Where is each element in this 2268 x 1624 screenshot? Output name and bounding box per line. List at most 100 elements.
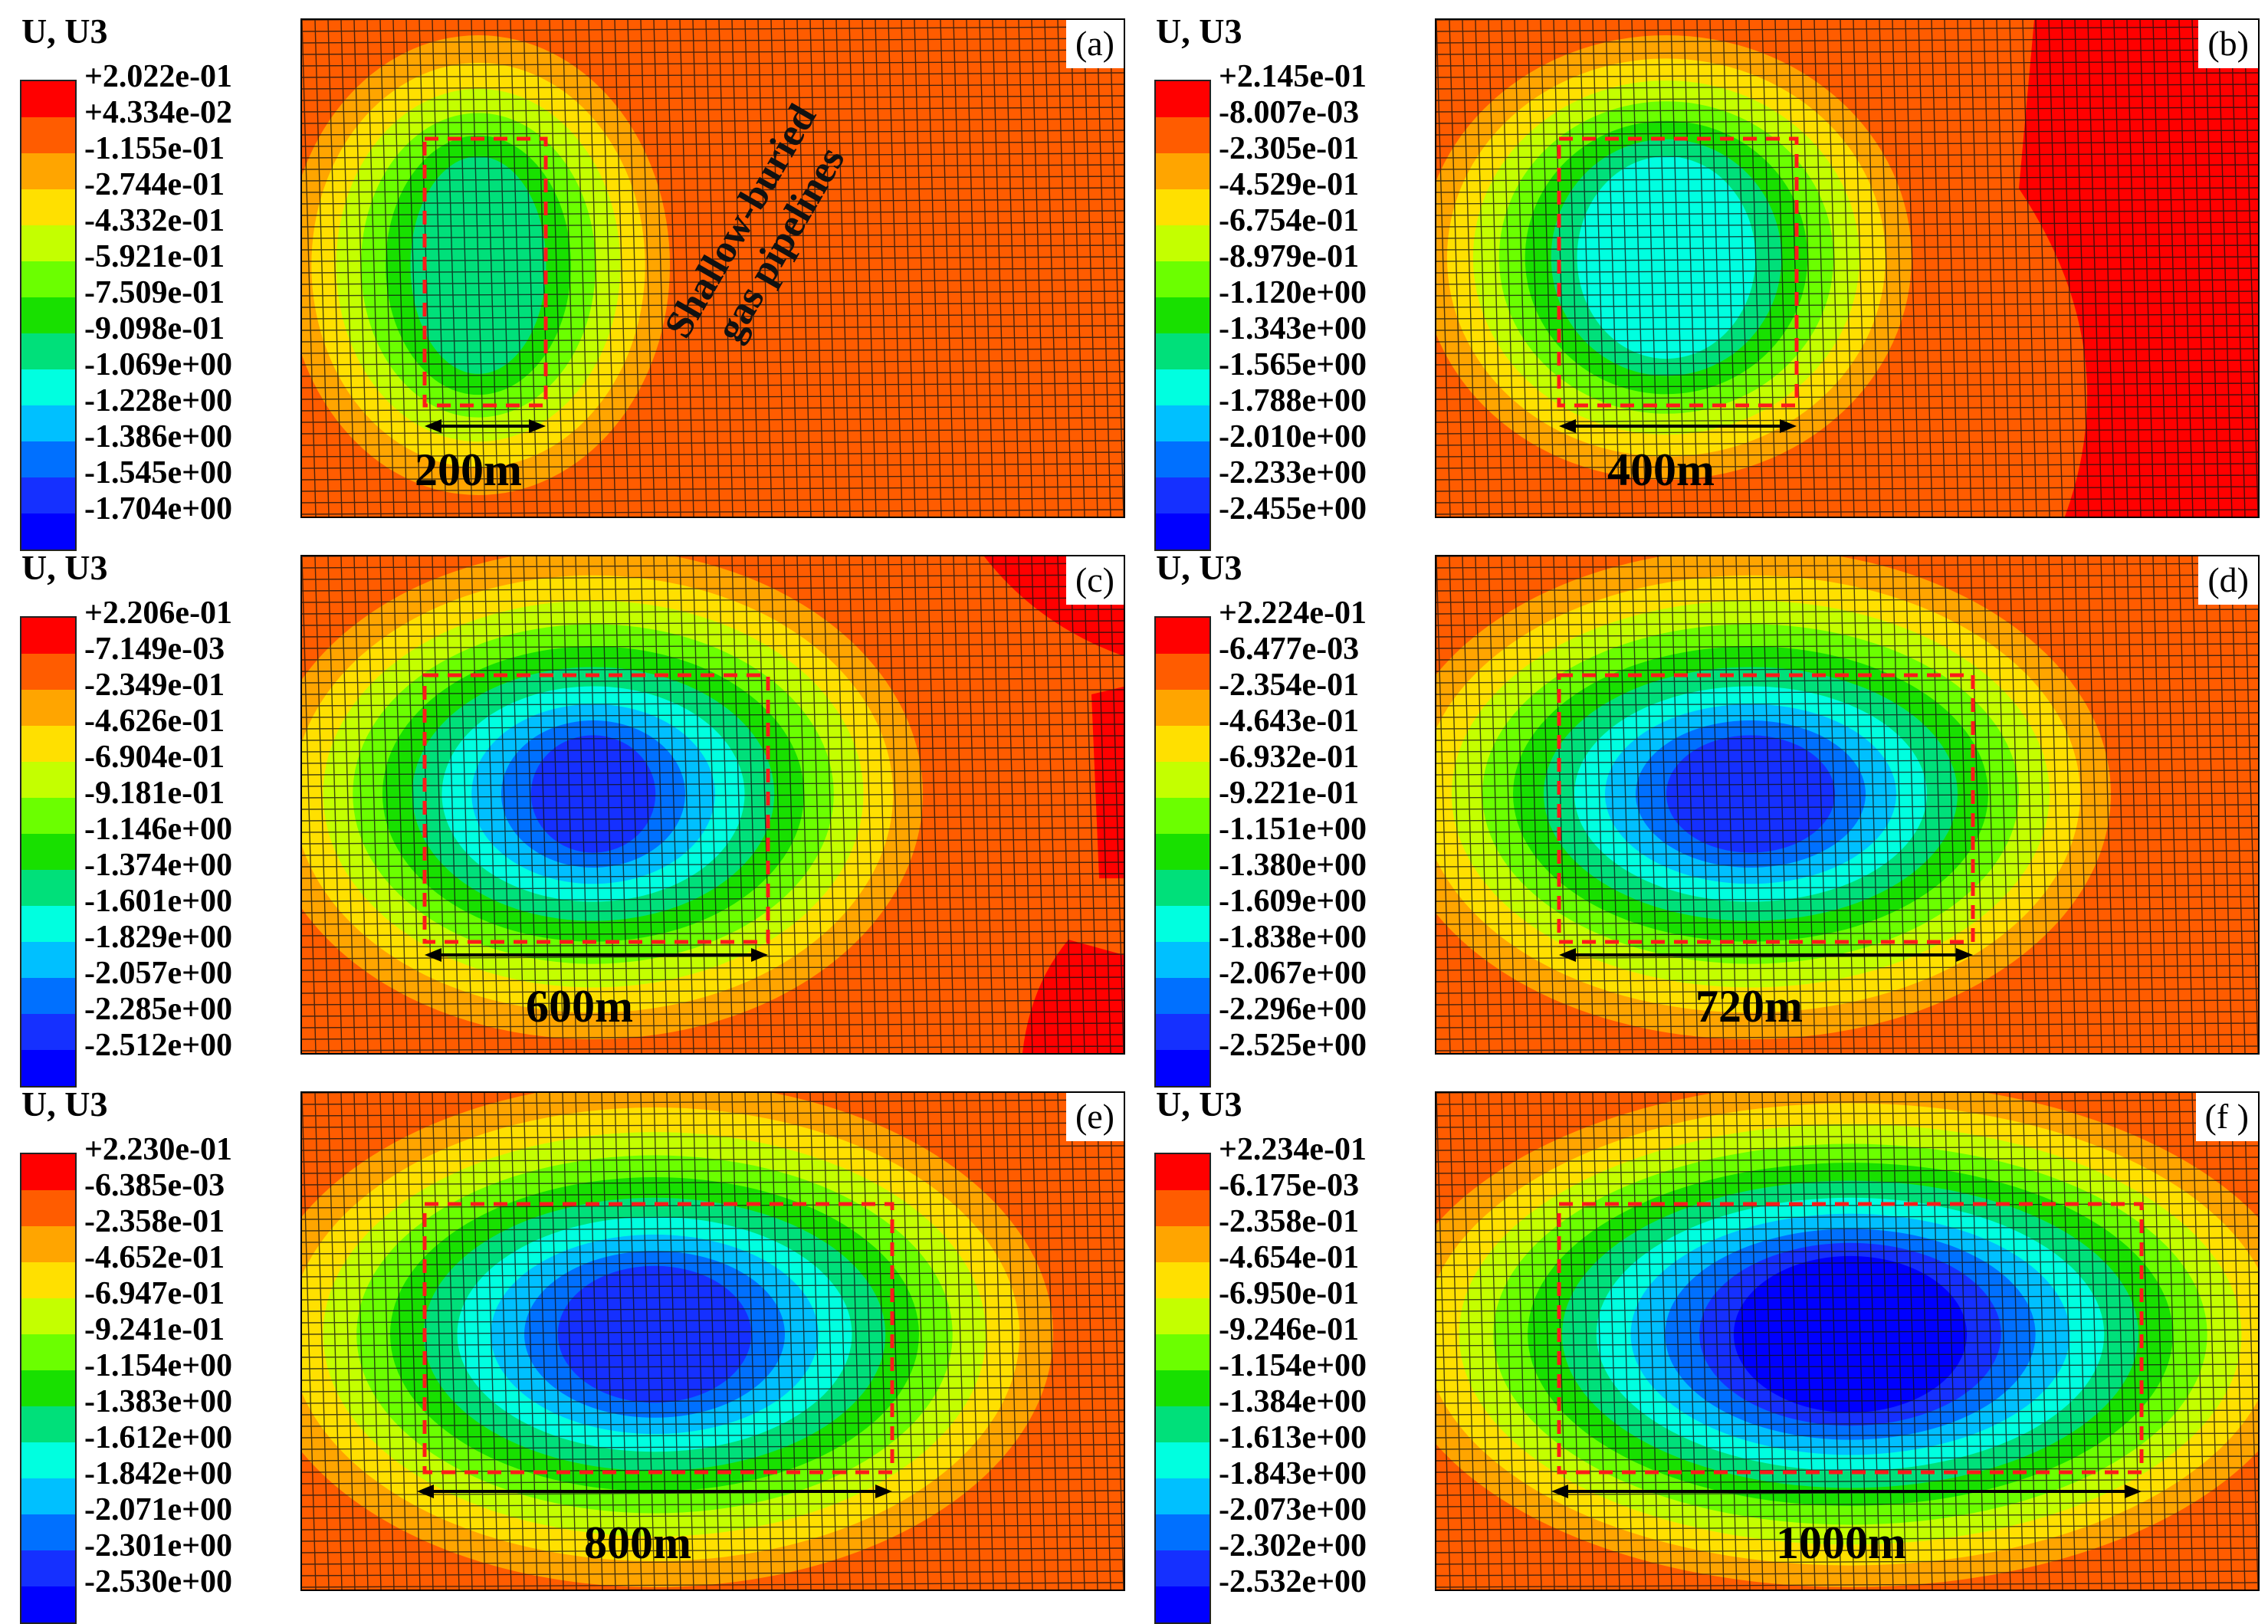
legend-value: -2.532e+00 — [1219, 1564, 1367, 1599]
legend-value: -1.612e+00 — [84, 1420, 233, 1455]
legend-value: -4.643e-01 — [1219, 704, 1360, 739]
legend-value: -1.829e+00 — [84, 920, 233, 955]
legend-value: -1.843e+00 — [1219, 1456, 1367, 1491]
legend-value: -7.509e-01 — [84, 275, 225, 310]
legend-value: -1.838e+00 — [1219, 920, 1367, 955]
dimension-label: 800m — [584, 1517, 691, 1568]
panel-letter: (f ) — [2195, 1093, 2258, 1141]
contour-plot: (b) — [1435, 18, 2260, 518]
legend-swatch — [21, 153, 75, 189]
legend-swatch — [1156, 870, 1209, 906]
legend-swatch — [21, 906, 75, 942]
legend-value: -6.175e-03 — [1219, 1168, 1360, 1203]
contour-band — [1577, 156, 1756, 359]
legend-swatch — [1156, 762, 1209, 798]
legend-value: -1.151e+00 — [1219, 812, 1367, 847]
panel-b: U, U3 +2.145e-01 -8.007e-03 -2.305e-01 -4.5… — [1134, 0, 2268, 551]
legend-swatch — [21, 1298, 75, 1334]
legend-value: -2.010e+00 — [1219, 419, 1367, 454]
legend-value: -1.383e+00 — [84, 1384, 233, 1419]
legend-swatch — [1156, 513, 1209, 550]
legend-value: -1.842e+00 — [84, 1456, 233, 1491]
contour-band — [1666, 735, 1835, 853]
legend-title: U, U3 — [1156, 548, 1242, 587]
legend-swatch — [1156, 1298, 1209, 1334]
legend-swatch — [21, 261, 75, 297]
legend-value: -1.565e+00 — [1219, 347, 1367, 382]
legend-swatch — [21, 942, 75, 978]
legend-value: -9.221e-01 — [1219, 776, 1360, 811]
legend-value: -7.149e-03 — [84, 632, 225, 667]
legend-swatch — [1156, 942, 1209, 978]
mining-area-outline — [422, 1202, 894, 1475]
legend-value: -1.154e+00 — [1219, 1348, 1367, 1383]
contour-band — [1767, 1268, 1933, 1401]
contour-plot: (f ) — [1435, 1091, 2260, 1591]
legend-swatch — [21, 1334, 75, 1370]
panel-letter: (b) — [2198, 20, 2258, 68]
dimension-arrow — [425, 948, 768, 962]
color-legend — [1154, 1153, 1211, 1624]
dimension-arrow — [417, 1485, 892, 1498]
legend-swatch — [21, 117, 75, 153]
legend-swatch — [21, 1050, 75, 1086]
legend-swatch — [21, 1370, 75, 1406]
panel-letter: (c) — [1065, 556, 1124, 605]
legend-value: -2.233e+00 — [1219, 455, 1367, 490]
legend-swatch — [1156, 405, 1209, 441]
panel-d: U, U3 +2.224e-01 -6.477e-03 -2.354e-01 -4.6… — [1134, 536, 2268, 1088]
legend-value: -2.525e+00 — [1219, 1028, 1367, 1063]
legend-value: -5.921e-01 — [84, 239, 225, 274]
legend-value: -6.477e-03 — [1219, 632, 1360, 667]
legend-swatch — [21, 726, 75, 762]
legend-swatch — [21, 369, 75, 405]
legend-swatch — [1156, 1226, 1209, 1262]
legend-swatch — [1156, 1190, 1209, 1226]
color-legend — [1154, 616, 1211, 1088]
contour-band — [530, 735, 656, 853]
dimension-arrow — [1559, 948, 1973, 962]
dimension-label: 1000m — [1776, 1517, 1906, 1568]
legend-value: -1.380e+00 — [1219, 848, 1367, 883]
contour-plot: (a) — [300, 18, 1125, 518]
legend-value: -2.067e+00 — [1219, 956, 1367, 991]
panel-letter: (d) — [2198, 556, 2258, 605]
legend-value: -1.704e+00 — [84, 491, 233, 527]
legend-value: -2.512e+00 — [84, 1028, 233, 1063]
legend-value: -2.296e+00 — [1219, 992, 1367, 1027]
legend-swatch — [21, 513, 75, 550]
mining-area-outline — [422, 673, 770, 944]
legend-swatch — [1156, 1050, 1209, 1086]
legend-value: -2.073e+00 — [1219, 1492, 1367, 1527]
legend-value: -2.285e+00 — [84, 992, 233, 1027]
legend-value: -1.613e+00 — [1219, 1420, 1367, 1455]
uplift-zone — [1091, 687, 1124, 878]
dimension-label: 400m — [1607, 445, 1715, 495]
legend-value: -1.154e+00 — [84, 1348, 233, 1383]
legend-swatch — [1156, 1478, 1209, 1514]
legend-value: -4.626e-01 — [84, 704, 225, 739]
legend-value: -6.385e-03 — [84, 1168, 225, 1203]
contour-plot: (c) — [300, 555, 1125, 1055]
legend-swatch — [21, 1014, 75, 1050]
legend-swatch — [1156, 690, 1209, 726]
legend-swatch — [1156, 1442, 1209, 1478]
uplift-zone — [1022, 940, 1124, 1053]
legend-swatch — [1156, 1550, 1209, 1586]
legend-swatch — [1156, 297, 1209, 333]
legend-value: +2.224e-01 — [1219, 595, 1367, 631]
legend-swatch — [1156, 1370, 1209, 1406]
legend-swatch — [1156, 618, 1209, 654]
legend-swatch — [1156, 261, 1209, 297]
color-legend — [20, 1153, 77, 1624]
mining-area-outline — [1557, 136, 1799, 408]
legend-swatch — [21, 405, 75, 441]
finite-element-mesh — [302, 556, 1124, 1053]
legend-value: -6.950e-01 — [1219, 1276, 1360, 1311]
legend-swatch — [1156, 1406, 1209, 1442]
legend-value: -1.155e-01 — [84, 131, 225, 166]
legend-swatch — [21, 834, 75, 870]
legend-swatch — [21, 1226, 75, 1262]
legend-swatch — [21, 1442, 75, 1478]
color-legend — [1154, 80, 1211, 551]
